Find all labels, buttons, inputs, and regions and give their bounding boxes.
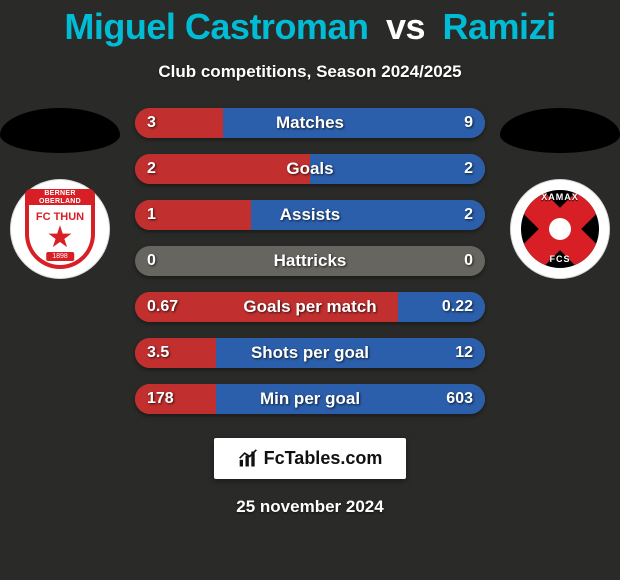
player1-name: Miguel Castroman <box>64 6 368 47</box>
page-title: Miguel Castroman vs Ramizi <box>0 6 620 48</box>
xamax-label-top: XAMAX <box>521 192 599 202</box>
brand-badge: FcTables.com <box>214 438 407 479</box>
stat-label: Assists <box>135 200 485 230</box>
chart-icon <box>238 449 258 469</box>
stat-label: Matches <box>135 108 485 138</box>
header: Miguel Castroman vs Ramizi Club competit… <box>0 0 620 82</box>
stat-row: 12Assists <box>135 200 485 230</box>
player2-silhouette <box>500 108 620 153</box>
stat-label: Shots per goal <box>135 338 485 368</box>
stat-row: 0.670.22Goals per match <box>135 292 485 322</box>
subtitle: Club competitions, Season 2024/2025 <box>0 62 620 82</box>
stat-row: 3.512Shots per goal <box>135 338 485 368</box>
footer: FcTables.com 25 november 2024 <box>0 438 620 517</box>
stat-label: Goals per match <box>135 292 485 322</box>
stat-row: 00Hattricks <box>135 246 485 276</box>
xamax-icon: XAMAX FCS <box>518 187 602 271</box>
stat-row: 178603Min per goal <box>135 384 485 414</box>
vs-label: vs <box>386 6 425 47</box>
player2-name: Ramizi <box>443 6 556 47</box>
club-badge-thun: BERNER OBERLAND FC THUN ★ 1898 <box>10 179 110 279</box>
stat-row: 22Goals <box>135 154 485 184</box>
club-badge-xamax: XAMAX FCS <box>510 179 610 279</box>
stat-row: 39Matches <box>135 108 485 138</box>
stat-label: Hattricks <box>135 246 485 276</box>
right-player-column: XAMAX FCS <box>500 108 620 279</box>
stats-bars: 39Matches 22Goals 12Assists 00Hattricks 0.67… <box>135 108 485 414</box>
xamax-label-bottom: FCS <box>521 254 599 264</box>
stat-label: Goals <box>135 154 485 184</box>
footer-date: 25 november 2024 <box>0 497 620 517</box>
stat-label: Min per goal <box>135 384 485 414</box>
player1-silhouette <box>0 108 120 153</box>
thun-star-icon: ★ <box>47 223 74 253</box>
comparison-stage: BERNER OBERLAND FC THUN ★ 1898 XAMAX FCS… <box>0 108 620 414</box>
thun-body: FC THUN ★ 1898 <box>25 205 95 269</box>
thun-ribbon: 1898 <box>46 252 74 261</box>
left-player-column: BERNER OBERLAND FC THUN ★ 1898 <box>0 108 120 279</box>
brand-text: FcTables.com <box>264 448 383 469</box>
thun-shield-icon: BERNER OBERLAND FC THUN ★ 1898 <box>25 189 95 269</box>
thun-top-text: BERNER OBERLAND <box>25 189 95 205</box>
